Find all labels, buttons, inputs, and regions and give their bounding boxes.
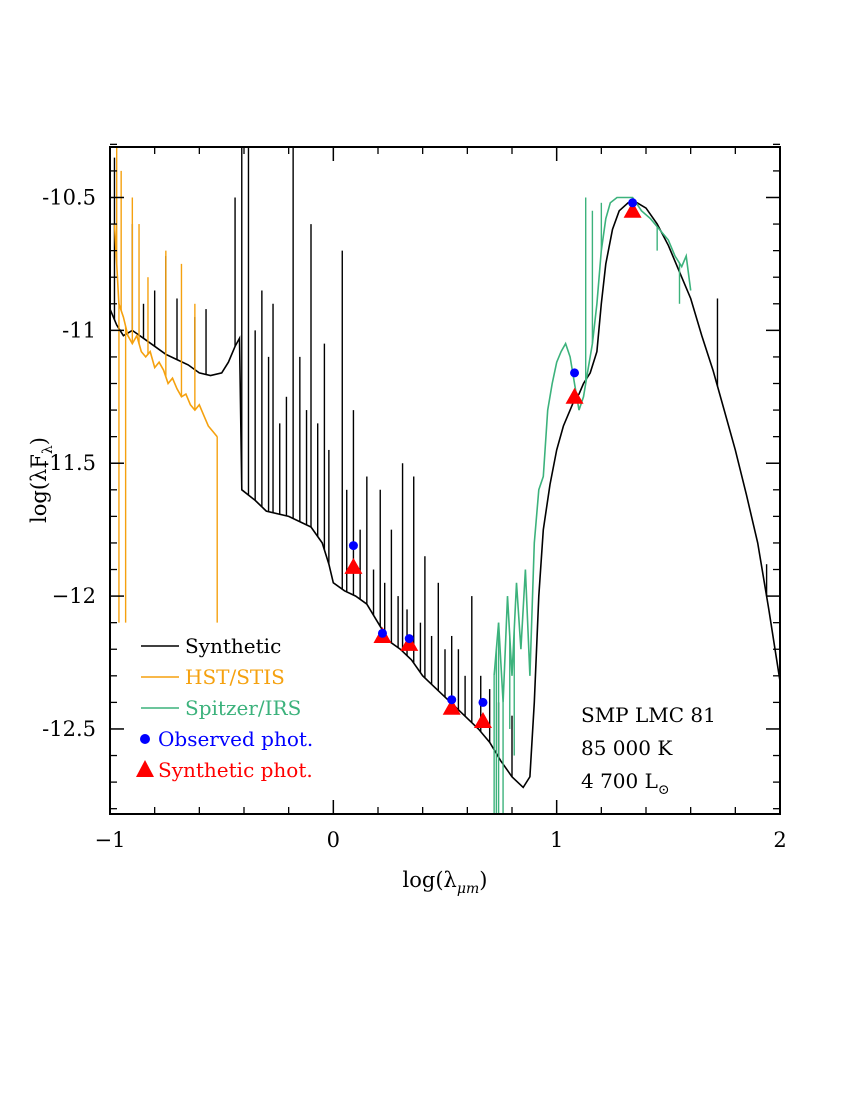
- synthetic-phot-point: [442, 698, 461, 715]
- temperature: 85 000 K: [581, 736, 673, 760]
- y-axis-label-base: log(λF: [27, 454, 51, 523]
- x-tick-label: 0: [327, 828, 340, 852]
- synthetic-phot-point: [473, 711, 492, 728]
- x-axis-label-close: ): [479, 868, 487, 892]
- synthetic-phot-point: [565, 387, 584, 404]
- y-tick-label: -10.5: [42, 185, 96, 209]
- series-layer: [110, 147, 780, 814]
- y-axis-label-sub: λ: [40, 445, 56, 454]
- legend-label-observed-phot: Observed phot.: [158, 727, 313, 751]
- synthetic-phot-point: [623, 201, 642, 218]
- legend-swatch-observed-phot: [140, 734, 150, 744]
- legend-label-spitzer-irs: Spitzer/IRS: [185, 696, 301, 720]
- luminosity: 4 700 L⊙: [581, 769, 670, 798]
- y-tick-label: -11.5: [42, 451, 96, 475]
- x-tick-label: −1: [95, 828, 126, 852]
- y-tick-label: -12.5: [42, 717, 96, 741]
- legend-swatch-synthetic-phot: [136, 760, 154, 777]
- x-axis-label: log(λμm): [403, 868, 488, 897]
- observed-phot-point: [377, 628, 387, 638]
- observed-phot-point: [447, 695, 457, 705]
- observed-phot-point: [570, 368, 580, 378]
- legend-label-synthetic: Synthetic: [185, 634, 281, 658]
- observed-phot-point: [348, 541, 358, 551]
- plot-frame: [109, 146, 781, 815]
- observed-phot-point: [404, 634, 414, 644]
- info-block: SMP LMC 81 85 000 K 4 700 L⊙: [581, 703, 716, 798]
- series-synthetic: [110, 202, 780, 789]
- x-tick-label: 2: [773, 828, 786, 852]
- legend-label-hst-stis: HST/STIS: [185, 665, 285, 689]
- x-tick-label: 1: [550, 828, 563, 852]
- legend: Synthetic HST/STIS Spitzer/IRS Observed pho…: [136, 634, 313, 782]
- observed-phot-point: [628, 198, 638, 208]
- y-axis-label-close: ): [27, 437, 51, 445]
- x-axis-label-sub: μm: [457, 881, 479, 897]
- y-tick-label: −12: [52, 584, 96, 608]
- sun-symbol: ⊙: [658, 782, 670, 798]
- photometry-markers: [344, 198, 642, 728]
- synthetic-phot-point: [344, 557, 363, 574]
- y-tick-label: -11: [62, 318, 96, 342]
- y-axis-label: log(λFλ): [27, 437, 56, 523]
- legend-label-synthetic-phot: Synthetic phot.: [158, 758, 313, 782]
- object-name: SMP LMC 81: [581, 703, 716, 727]
- observed-phot-point: [478, 697, 488, 707]
- luminosity-value: 4 700 L: [581, 769, 658, 793]
- axis-ticks: −1 0 1 2 -10.5 -11 -11.5 −12 -12.5: [42, 143, 787, 852]
- x-axis-label-base: log(λ: [403, 868, 457, 892]
